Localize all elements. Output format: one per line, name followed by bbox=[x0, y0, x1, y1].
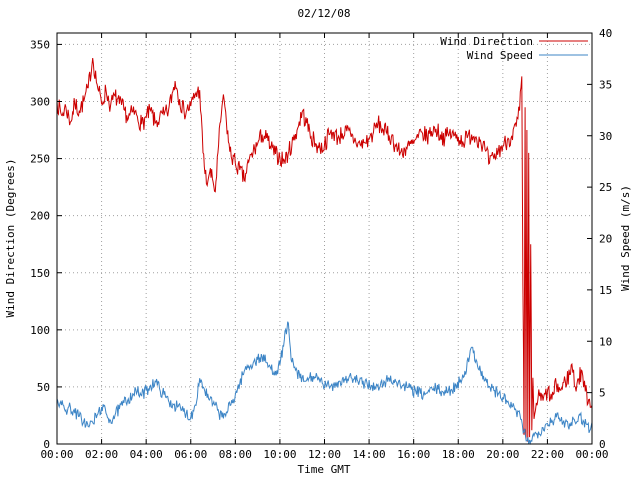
y2-tick-label: 25 bbox=[599, 181, 612, 194]
y-tick-label: 100 bbox=[30, 324, 50, 337]
x-tick-label: 06:00 bbox=[174, 448, 207, 461]
y2-tick-label: 35 bbox=[599, 78, 612, 91]
x-tick-label: 10:00 bbox=[263, 448, 296, 461]
x-tick-label: 14:00 bbox=[353, 448, 386, 461]
y-tick-label: 250 bbox=[30, 153, 50, 166]
x-tick-label: 04:00 bbox=[130, 448, 163, 461]
y-axis-label: Wind Direction (Degrees) bbox=[4, 159, 17, 318]
x-tick-label: 22:00 bbox=[531, 448, 564, 461]
y2-tick-label: 15 bbox=[599, 284, 612, 297]
x-tick-label: 00:00 bbox=[40, 448, 73, 461]
y-tick-label: 0 bbox=[43, 438, 50, 451]
y2-tick-label: 30 bbox=[599, 130, 612, 143]
x-tick-label: 08:00 bbox=[219, 448, 252, 461]
x-tick-label: 16:00 bbox=[397, 448, 430, 461]
x-tick-label: 00:00 bbox=[575, 448, 608, 461]
y2-tick-label: 20 bbox=[599, 233, 612, 246]
y2-tick-label: 40 bbox=[599, 27, 612, 40]
plot-layer: 0 50 100 150 200 250 300 350 0 5 10 15 20 25 30 35 40 00:… bbox=[30, 27, 612, 461]
y-tick-label: 150 bbox=[30, 267, 50, 280]
legend-wind-speed-label: Wind Speed bbox=[467, 49, 533, 62]
wind-speed-line bbox=[56, 321, 593, 446]
chart-title: 02/12/08 bbox=[298, 7, 351, 20]
y-tick-label: 300 bbox=[30, 96, 50, 109]
y2-axis-label: Wind Speed (m/s) bbox=[619, 185, 632, 291]
y-tick-label: 200 bbox=[30, 210, 50, 223]
y-tick-label: 350 bbox=[30, 38, 50, 51]
x-tick-label: 20:00 bbox=[486, 448, 519, 461]
x-tick-label: 18:00 bbox=[442, 448, 475, 461]
y-tick-label: 50 bbox=[37, 381, 50, 394]
x-axis-label: Time GMT bbox=[298, 463, 351, 476]
plot-border bbox=[56, 32, 593, 445]
tick-labels: 0 50 100 150 200 250 300 350 0 5 10 15 20 25 30 35 40 00:… bbox=[30, 27, 612, 461]
tick-marks bbox=[56, 32, 593, 445]
wind-direction-line bbox=[56, 58, 593, 442]
grid bbox=[57, 33, 592, 444]
y2-tick-label: 5 bbox=[599, 387, 606, 400]
x-tick-label: 12:00 bbox=[308, 448, 341, 461]
y2-tick-label: 10 bbox=[599, 335, 612, 348]
x-tick-label: 02:00 bbox=[85, 448, 118, 461]
legend-wind-direction-label: Wind Direction bbox=[440, 35, 533, 48]
y2-tick-label: 0 bbox=[599, 438, 606, 451]
